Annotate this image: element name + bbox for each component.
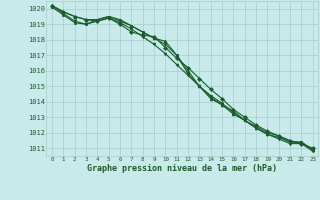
X-axis label: Graphe pression niveau de la mer (hPa): Graphe pression niveau de la mer (hPa) [87,164,277,173]
